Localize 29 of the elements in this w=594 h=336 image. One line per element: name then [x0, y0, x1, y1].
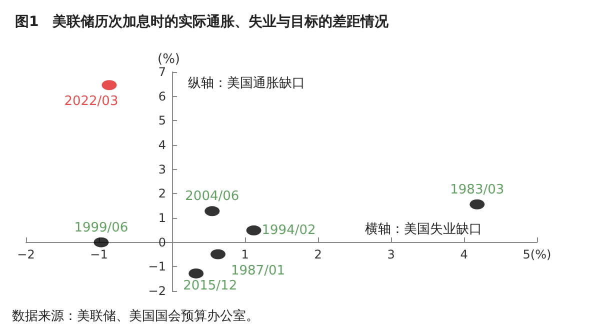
- x-tick-label: 4: [460, 247, 468, 262]
- x-tick-label: 2: [314, 247, 322, 262]
- annotation: 横轴：美国失业缺口: [365, 221, 482, 237]
- y-tick-label: 3: [158, 162, 166, 176]
- annotation: 1994/02: [262, 222, 316, 238]
- annotation: 2022/03: [64, 94, 118, 110]
- annotation: 2004/06: [185, 189, 240, 204]
- y-tick-label: −1: [148, 260, 166, 274]
- annotation: 1983/03: [450, 182, 504, 198]
- x-tick-label: −2: [17, 247, 35, 262]
- y-tick-label: −2: [148, 284, 166, 298]
- x-tick-label: 3: [387, 247, 395, 262]
- annotation: 2015/12: [183, 278, 238, 294]
- y-tick-label: 4: [158, 138, 166, 152]
- y-tick-label: 7: [158, 65, 166, 79]
- y-tick-label: 2: [158, 186, 166, 201]
- chart-title: 图1 美联储历次加息时的实际通胀、失业与目标的差距情况: [15, 13, 390, 30]
- y-tick-label: 5: [158, 114, 166, 128]
- y-axis-title: (%): [158, 52, 180, 67]
- x-tick-label: 1: [241, 247, 249, 262]
- source-note: 数据来源：美联储、美国国会预算办公室。: [12, 308, 259, 324]
- y-tick-label: 1: [158, 211, 166, 225]
- x-tick-label: −1: [90, 247, 108, 262]
- annotation: 纵轴：美国通胀缺口: [188, 75, 305, 91]
- annotation: 1999/06: [74, 220, 128, 236]
- annotation: 1987/01: [230, 263, 285, 278]
- y-tick-label: 6: [158, 89, 166, 104]
- point: [210, 249, 226, 260]
- x-tick-label: 5(%): [522, 247, 552, 262]
